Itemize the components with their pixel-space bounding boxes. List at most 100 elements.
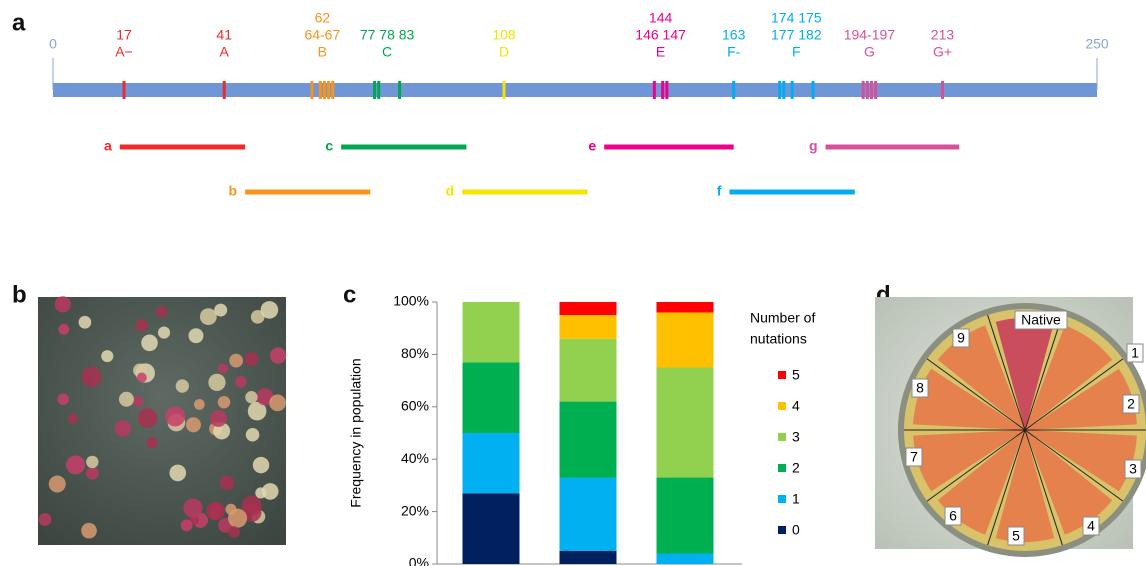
colony: [137, 373, 147, 383]
panel-label: b: [12, 281, 27, 308]
plate-label: 1: [1131, 345, 1139, 361]
colony: [228, 526, 240, 538]
site-label: 213: [931, 27, 955, 43]
y-tick-label: 100%: [393, 293, 429, 309]
site-label: 108: [492, 27, 516, 43]
colony: [138, 408, 158, 428]
plate-label: 2: [1127, 396, 1135, 412]
colony: [188, 328, 203, 343]
colony: [229, 354, 243, 368]
colony: [39, 513, 52, 526]
panel-label: c: [343, 281, 356, 308]
colony: [218, 363, 228, 373]
site-label: 144: [649, 10, 673, 26]
sequence-bar: [53, 83, 1097, 97]
site-label: 174 175: [771, 10, 822, 26]
colony-photo: [38, 296, 286, 545]
legend-swatch: [778, 526, 786, 534]
plate-label: 3: [1129, 461, 1137, 477]
site-label: F-: [727, 44, 741, 60]
site-label: C: [382, 44, 392, 60]
colony: [119, 392, 134, 407]
colony: [200, 308, 217, 325]
site-label: 17: [116, 27, 132, 43]
colony: [86, 456, 98, 468]
site-label: A: [220, 44, 230, 60]
legend-swatch: [778, 495, 786, 503]
colony: [218, 396, 230, 408]
colony: [210, 410, 227, 427]
bar-segment: [560, 302, 617, 315]
site-label: G: [864, 44, 875, 60]
legend-swatch: [778, 402, 786, 410]
colony: [158, 327, 170, 339]
colony: [186, 417, 201, 432]
plate-label: Native: [1021, 312, 1061, 328]
site-label: F: [792, 44, 801, 60]
colony: [57, 393, 69, 405]
y-tick-label: 0%: [409, 555, 429, 566]
plate-label: 9: [957, 330, 965, 346]
bar-segment: [657, 554, 714, 564]
colony: [79, 316, 92, 329]
legend-swatch: [778, 371, 786, 379]
colony: [183, 499, 202, 518]
colony: [245, 352, 259, 366]
colony: [81, 523, 97, 539]
colony: [270, 347, 286, 363]
legend-label: 4: [792, 398, 800, 414]
colony: [58, 324, 69, 335]
site-label: 177 182: [771, 27, 822, 43]
colony: [86, 467, 99, 480]
colony: [235, 376, 247, 388]
fragment-label: d: [446, 183, 455, 199]
bar-segment: [657, 302, 714, 312]
fragment-label: f: [717, 183, 722, 199]
colony: [228, 509, 247, 528]
x-tick-label: 250: [1085, 36, 1109, 52]
colony: [261, 301, 279, 319]
colony: [165, 406, 185, 426]
fragment-label: b: [229, 183, 238, 199]
colony: [49, 476, 66, 493]
colony: [156, 306, 167, 317]
colony: [115, 420, 131, 436]
site-label: E: [656, 44, 665, 60]
bar-segment: [463, 433, 520, 493]
legend-label: 0: [792, 522, 800, 538]
figure: a b c d Native123456789 025017A−41A6264-…: [0, 0, 1146, 566]
colony: [253, 457, 269, 473]
plate-label: 4: [1087, 518, 1095, 534]
page: {"panel_labels": ["a", "b", "c", "d"], "…: [0, 0, 1146, 566]
site-label: B: [318, 44, 327, 60]
site-label: 163: [722, 27, 746, 43]
legend-label: 2: [792, 460, 800, 476]
plate-label: 5: [1012, 528, 1020, 544]
site-label: 41: [216, 27, 232, 43]
bar-segment: [463, 362, 520, 433]
x-tick-label: 0: [49, 36, 57, 52]
colony: [246, 428, 260, 442]
legend-label: 5: [792, 367, 800, 383]
fragment-label: a: [104, 138, 112, 154]
bar-segment: [560, 339, 617, 402]
site-label: 62: [315, 10, 331, 26]
legend-title: nutations: [750, 331, 807, 347]
y-tick-label: 80%: [401, 345, 429, 361]
bar-segment: [463, 493, 520, 564]
site-label: 77 78 83: [360, 27, 415, 43]
colony: [208, 374, 225, 391]
site-label: G+: [933, 44, 952, 60]
fragment-label: e: [588, 138, 596, 154]
site-label: A−: [115, 44, 133, 60]
site-label: 146 147: [635, 27, 686, 43]
colony: [181, 519, 193, 531]
colony: [194, 399, 205, 410]
colony: [101, 350, 113, 362]
colony: [141, 335, 158, 352]
bar-segment: [657, 312, 714, 367]
plate-label: 6: [949, 508, 957, 524]
colony: [68, 413, 78, 423]
panel-label: a: [12, 9, 26, 36]
